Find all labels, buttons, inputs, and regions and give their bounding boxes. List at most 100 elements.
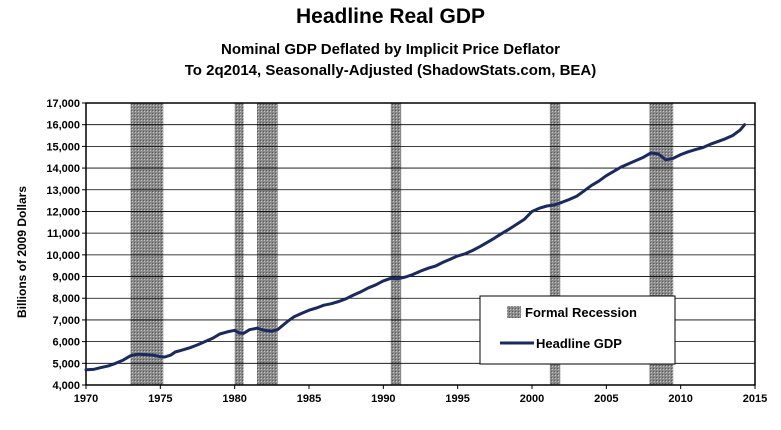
data-point bbox=[664, 158, 667, 161]
recession-band-5 bbox=[549, 103, 561, 385]
data-point bbox=[152, 354, 154, 356]
series-line-headline-gdp bbox=[84, 123, 747, 372]
data-point bbox=[85, 368, 87, 371]
data-point bbox=[159, 355, 162, 358]
data-point bbox=[270, 330, 273, 333]
y-tick-label: 5,000 bbox=[52, 358, 80, 370]
data-point bbox=[694, 148, 697, 151]
data-point bbox=[486, 241, 489, 244]
data-point bbox=[122, 359, 125, 361]
data-point bbox=[204, 340, 206, 343]
data-point bbox=[612, 170, 615, 173]
legend: Formal Recession Headline GDP bbox=[479, 295, 676, 365]
recession-band-1 bbox=[130, 103, 164, 385]
data-point bbox=[427, 267, 429, 270]
y-tick-label: 14,000 bbox=[46, 163, 80, 175]
data-point bbox=[163, 356, 166, 358]
data-point bbox=[456, 255, 459, 257]
axes: 4,000 5,000 6,000 7,000 8,000 9,000 10,000 11,0… bbox=[46, 98, 767, 405]
recession-band-2 bbox=[234, 103, 244, 385]
chart-subtitle-2: To 2q2014, Seasonally-Adjusted (ShadowSt… bbox=[184, 62, 597, 79]
data-point bbox=[419, 270, 422, 273]
data-point bbox=[560, 201, 563, 204]
data-point bbox=[300, 312, 303, 315]
data-point bbox=[181, 348, 184, 351]
data-point bbox=[174, 351, 177, 353]
data-point bbox=[479, 245, 481, 248]
data-point bbox=[169, 354, 172, 356]
data-point bbox=[449, 258, 452, 261]
data-point bbox=[650, 151, 652, 154]
data-point bbox=[211, 337, 214, 340]
data-point bbox=[679, 153, 682, 156]
x-tick-label: 1980 bbox=[222, 393, 246, 405]
data-point bbox=[538, 207, 541, 210]
legend-recession-label: Formal Recession bbox=[525, 305, 637, 320]
series-layer bbox=[84, 123, 747, 372]
data-point bbox=[523, 218, 526, 220]
chart-title: Headline Real GDP bbox=[295, 5, 486, 28]
data-point bbox=[702, 146, 704, 149]
data-point bbox=[657, 153, 660, 155]
data-point bbox=[471, 249, 474, 252]
data-point bbox=[605, 174, 608, 177]
data-point bbox=[412, 273, 414, 276]
data-point bbox=[553, 204, 556, 206]
data-point bbox=[99, 366, 102, 369]
y-tick-label: 17,000 bbox=[46, 98, 80, 110]
data-point bbox=[330, 302, 333, 305]
data-point bbox=[256, 327, 258, 330]
data-point bbox=[218, 333, 221, 335]
data-point bbox=[389, 277, 392, 280]
data-point bbox=[627, 162, 630, 165]
data-point bbox=[367, 286, 370, 289]
data-point bbox=[238, 332, 241, 334]
x-tick-label: 2015 bbox=[743, 393, 767, 405]
data-point bbox=[129, 354, 132, 357]
x-tick-label: 1970 bbox=[74, 393, 98, 405]
y-tick-label: 8,000 bbox=[52, 293, 80, 305]
data-point bbox=[233, 329, 236, 332]
data-point bbox=[285, 321, 288, 323]
y-tick-label: 16,000 bbox=[46, 120, 80, 132]
data-point bbox=[620, 166, 623, 168]
x-tick-label: 2010 bbox=[668, 393, 692, 405]
data-point bbox=[716, 140, 719, 143]
data-point bbox=[508, 227, 511, 230]
data-point bbox=[545, 205, 548, 207]
data-point bbox=[360, 290, 362, 293]
plot-area bbox=[85, 102, 756, 386]
y-tick-label: 15,000 bbox=[46, 141, 80, 153]
data-point bbox=[743, 123, 746, 126]
data-point bbox=[397, 277, 400, 280]
data-point bbox=[196, 343, 199, 346]
data-point bbox=[575, 195, 578, 198]
y-tick-label: 7,000 bbox=[52, 315, 80, 327]
data-point bbox=[226, 330, 229, 333]
data-point bbox=[709, 143, 712, 146]
data-point bbox=[642, 156, 645, 159]
data-point bbox=[315, 307, 318, 309]
chart-subtitle-1: Nominal GDP Deflated by Implicit Price D… bbox=[221, 41, 560, 58]
data-point bbox=[434, 265, 437, 268]
data-point bbox=[345, 297, 348, 300]
x-tick-label: 2000 bbox=[520, 393, 544, 405]
y-tick-label: 12,000 bbox=[46, 206, 80, 218]
data-point bbox=[92, 368, 95, 371]
data-point bbox=[724, 137, 727, 140]
legend-recession-swatch bbox=[507, 306, 521, 318]
y-tick-label: 6,000 bbox=[52, 337, 80, 349]
y-tick-label: 11,000 bbox=[47, 228, 80, 240]
data-point bbox=[337, 300, 340, 303]
data-point bbox=[598, 180, 600, 182]
x-tick-label: 1985 bbox=[297, 393, 321, 405]
data-point bbox=[568, 198, 571, 201]
data-point bbox=[441, 261, 444, 264]
x-tick-label: 2005 bbox=[594, 393, 618, 405]
y-tick-label: 4,000 bbox=[52, 380, 80, 392]
data-point bbox=[464, 252, 466, 255]
data-point bbox=[248, 328, 251, 331]
data-point bbox=[404, 276, 407, 278]
data-point bbox=[242, 332, 245, 335]
